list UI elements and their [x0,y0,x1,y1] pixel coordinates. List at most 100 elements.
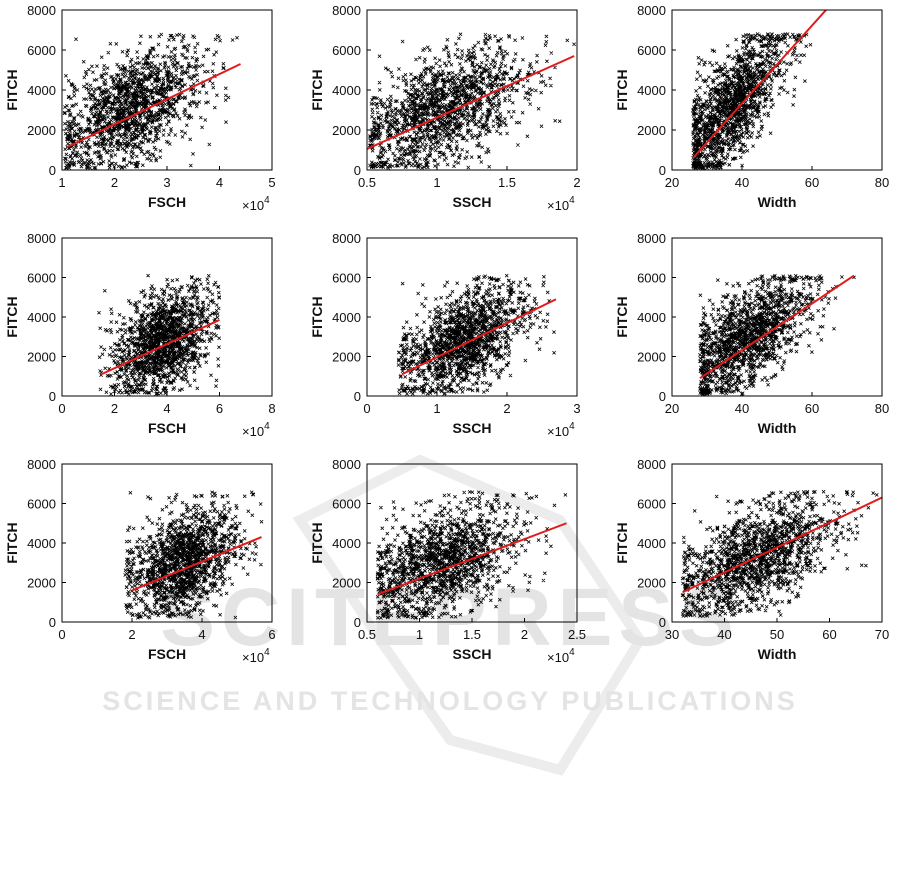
y-axis-label: FITCH [614,296,630,337]
y-tick-label: 0 [49,163,56,178]
y-tick-label: 8000 [637,3,666,18]
x-tick-label: 2.5 [568,627,586,642]
x-axis-label: SSCH [453,194,492,210]
x-tick-label: 20 [665,401,679,416]
x-tick-label: 2 [111,401,118,416]
y-tick-label: 6000 [332,497,361,512]
y-tick-label: 2000 [637,123,666,138]
x-tick-label: 4 [216,175,223,190]
x-tick-label: 3 [573,401,580,416]
y-tick-label: 6000 [332,43,361,58]
y-tick-label: 4000 [332,310,361,325]
y-axis-label: FITCH [4,69,20,110]
x-tick-label: 0 [58,401,65,416]
fit-line [66,63,241,148]
x-tick-label: 30 [665,627,679,642]
fit-line [699,274,855,380]
x-axis-label: Width [758,194,797,210]
x-tick-label: 1.5 [463,627,481,642]
x-axis-label: FSCH [148,194,186,210]
y-axis-label: FITCH [309,69,325,110]
scatter-points [123,490,264,620]
scatter-points [62,32,239,170]
scatter-panel: 20 40 60 80 0 2000 4000 6000 8000 Width FITCH [614,3,889,210]
x-tick-label: 1.5 [498,175,516,190]
y-tick-label: 6000 [27,497,56,512]
fit-line [692,10,827,159]
y-tick-label: 8000 [637,457,666,472]
x-exponent-label: ×104 [242,421,270,439]
scatter-points [396,273,556,396]
x-tick-label: 4 [163,401,170,416]
x-tick-label: 5 [268,175,275,190]
y-tick-label: 4000 [332,83,361,98]
scatter-marks [698,273,856,396]
y-tick-label: 8000 [332,231,361,246]
scatter-panel: 30 40 50 60 70 0 2000 4000 6000 8000 Width FITCH [614,457,889,662]
y-tick-label: 8000 [27,231,56,246]
x-exponent-label: ×104 [547,421,575,439]
x-tick-label: 4 [198,627,205,642]
x-tick-label: 2 [128,627,135,642]
scatter-points [367,32,576,170]
fit-line [377,522,567,596]
x-tick-label: 2 [521,627,528,642]
y-tick-label: 0 [659,389,666,404]
y-tick-label: 0 [354,163,361,178]
x-exponent-label: ×104 [242,195,270,213]
x-axis-label: SSCH [453,646,492,662]
x-tick-label: 20 [665,175,679,190]
y-tick-label: 2000 [332,576,361,591]
x-axis-label: Width [758,646,797,662]
y-tick-label: 6000 [27,43,56,58]
y-axis-label: FITCH [309,522,325,563]
y-tick-label: 2000 [27,123,56,138]
y-tick-label: 2000 [332,350,361,365]
y-axis-label: FITCH [614,69,630,110]
x-tick-label: 80 [875,175,889,190]
watermark: SCITEPRESS SCIENCE AND TECHNOLOGY PUBLIC… [102,454,798,776]
x-tick-label: 60 [805,401,819,416]
scatter-points [698,273,856,396]
x-tick-label: 70 [875,627,889,642]
y-tick-label: 8000 [27,3,56,18]
y-tick-label: 4000 [27,536,56,551]
y-tick-label: 2000 [27,350,56,365]
y-tick-label: 0 [354,615,361,630]
watermark-tagline: SCIENCE AND TECHNOLOGY PUBLICATIONS [102,686,798,716]
x-tick-label: 0 [363,401,370,416]
y-tick-label: 6000 [27,271,56,286]
y-axis-label: FITCH [4,522,20,563]
fit-line [682,496,882,594]
x-tick-label: 8 [268,401,275,416]
y-tick-label: 4000 [332,536,361,551]
y-tick-label: 0 [49,389,56,404]
scatter-panel: 20 40 60 80 0 2000 4000 6000 8000 Width FITCH [614,231,889,436]
x-exponent-label: ×104 [547,647,575,665]
x-tick-label: 40 [717,627,731,642]
fit-line [131,536,262,592]
scatter-marks [691,32,813,170]
scatter-marks [375,490,568,620]
y-tick-label: 6000 [637,497,666,512]
y-tick-label: 2000 [637,576,666,591]
y-tick-label: 6000 [637,43,666,58]
x-tick-label: 1 [58,175,65,190]
y-axis-label: FITCH [614,522,630,563]
y-tick-label: 4000 [27,83,56,98]
scatter-marks [123,490,264,620]
x-tick-label: 40 [735,401,749,416]
scatter-marks [62,32,239,170]
x-axis-label: Width [758,420,797,436]
x-tick-label: 40 [735,175,749,190]
x-tick-label: 0 [58,627,65,642]
x-tick-label: 6 [216,401,223,416]
x-tick-label: 1 [433,401,440,416]
scatter-marks [97,273,222,396]
x-tick-label: 80 [875,401,889,416]
x-tick-label: 60 [805,175,819,190]
x-axis-label: FSCH [148,646,186,662]
fit-line [100,319,220,376]
